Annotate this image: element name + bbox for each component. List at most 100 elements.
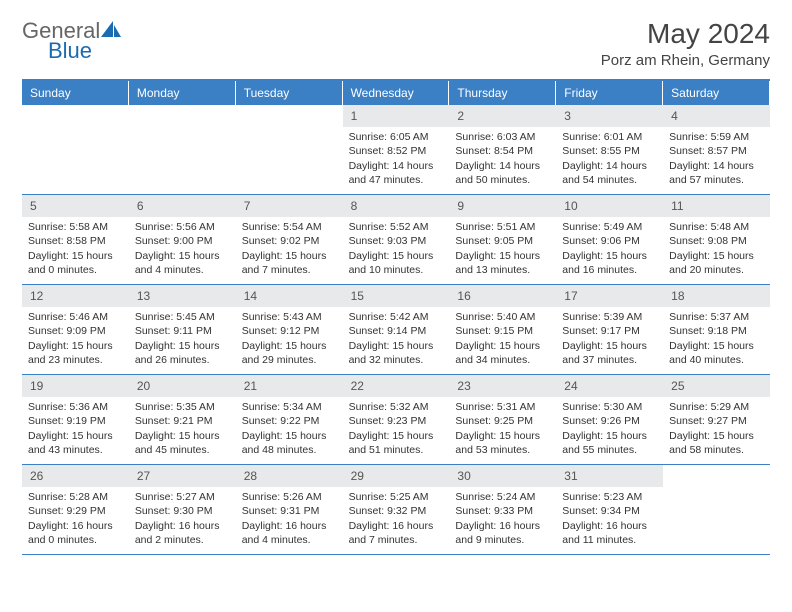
sunset-line: Sunset: 9:11 PM [135, 324, 230, 338]
day-cell: 27Sunrise: 5:27 AMSunset: 9:30 PMDayligh… [129, 465, 236, 555]
day-cell: 2Sunrise: 6:03 AMSunset: 8:54 PMDaylight… [449, 105, 556, 195]
sunset-line: Sunset: 9:03 PM [349, 234, 444, 248]
sunset-line: Sunset: 9:12 PM [242, 324, 337, 338]
day-cell: 30Sunrise: 5:24 AMSunset: 9:33 PMDayligh… [449, 465, 556, 555]
daylight-line: Daylight: 15 hours and 34 minutes. [455, 339, 550, 367]
daylight-line: Daylight: 15 hours and 55 minutes. [562, 429, 657, 457]
daylight-line: Daylight: 15 hours and 51 minutes. [349, 429, 444, 457]
day-details: Sunrise: 5:25 AMSunset: 9:32 PMDaylight:… [343, 487, 450, 551]
day-details: Sunrise: 5:36 AMSunset: 9:19 PMDaylight:… [22, 397, 129, 461]
day-details: Sunrise: 5:39 AMSunset: 9:17 PMDaylight:… [556, 307, 663, 371]
daylight-line: Daylight: 15 hours and 40 minutes. [669, 339, 764, 367]
sunrise-line: Sunrise: 5:56 AM [135, 220, 230, 234]
day-number: 21 [236, 375, 343, 397]
day-cell: 10Sunrise: 5:49 AMSunset: 9:06 PMDayligh… [556, 195, 663, 285]
sunrise-line: Sunrise: 6:01 AM [562, 130, 657, 144]
day-cell: 29Sunrise: 5:25 AMSunset: 9:32 PMDayligh… [343, 465, 450, 555]
sunrise-line: Sunrise: 5:28 AM [28, 490, 123, 504]
daylight-line: Daylight: 14 hours and 54 minutes. [562, 159, 657, 187]
day-number: 15 [343, 285, 450, 307]
day-details: Sunrise: 5:26 AMSunset: 9:31 PMDaylight:… [236, 487, 343, 551]
day-details: Sunrise: 5:28 AMSunset: 9:29 PMDaylight:… [22, 487, 129, 551]
sunrise-line: Sunrise: 5:23 AM [562, 490, 657, 504]
day-details: Sunrise: 5:43 AMSunset: 9:12 PMDaylight:… [236, 307, 343, 371]
day-cell: 31Sunrise: 5:23 AMSunset: 9:34 PMDayligh… [556, 465, 663, 555]
weekday-header: Monday [129, 81, 236, 105]
day-number: 11 [663, 195, 770, 217]
sunset-line: Sunset: 9:15 PM [455, 324, 550, 338]
day-number: 13 [129, 285, 236, 307]
sunrise-line: Sunrise: 6:03 AM [455, 130, 550, 144]
sunset-line: Sunset: 9:06 PM [562, 234, 657, 248]
calendar-grid: SundayMondayTuesdayWednesdayThursdayFrid… [22, 79, 770, 555]
logo: GeneralBlue [22, 18, 121, 64]
weekday-header: Sunday [22, 81, 129, 105]
day-cell: 9Sunrise: 5:51 AMSunset: 9:05 PMDaylight… [449, 195, 556, 285]
day-details: Sunrise: 5:24 AMSunset: 9:33 PMDaylight:… [449, 487, 556, 551]
sunset-line: Sunset: 9:14 PM [349, 324, 444, 338]
sunrise-line: Sunrise: 5:31 AM [455, 400, 550, 414]
day-details: Sunrise: 5:52 AMSunset: 9:03 PMDaylight:… [343, 217, 450, 281]
daylight-line: Daylight: 15 hours and 58 minutes. [669, 429, 764, 457]
empty-cell [236, 105, 343, 195]
day-details: Sunrise: 5:32 AMSunset: 9:23 PMDaylight:… [343, 397, 450, 461]
weekday-header: Saturday [663, 81, 770, 105]
day-number: 27 [129, 465, 236, 487]
day-cell: 13Sunrise: 5:45 AMSunset: 9:11 PMDayligh… [129, 285, 236, 375]
day-cell: 3Sunrise: 6:01 AMSunset: 8:55 PMDaylight… [556, 105, 663, 195]
day-cell: 22Sunrise: 5:32 AMSunset: 9:23 PMDayligh… [343, 375, 450, 465]
daylight-line: Daylight: 16 hours and 7 minutes. [349, 519, 444, 547]
day-cell: 23 Sunrise: 5:31 AMSunset: 9:25 PMDayligh… [449, 375, 556, 465]
daylight-line: Daylight: 14 hours and 57 minutes. [669, 159, 764, 187]
daylight-line: Daylight: 15 hours and 37 minutes. [562, 339, 657, 367]
day-details: Sunrise: 5:35 AMSunset: 9:21 PMDaylight:… [129, 397, 236, 461]
daylight-line: Daylight: 15 hours and 53 minutes. [455, 429, 550, 457]
sunrise-line: Sunrise: 5:26 AM [242, 490, 337, 504]
day-details: Sunrise: 5:27 AMSunset: 9:30 PMDaylight:… [129, 487, 236, 551]
day-number: 9 [449, 195, 556, 217]
sunset-line: Sunset: 9:00 PM [135, 234, 230, 248]
sunset-line: Sunset: 9:08 PM [669, 234, 764, 248]
sunrise-line: Sunrise: 5:54 AM [242, 220, 337, 234]
daylight-line: Daylight: 16 hours and 9 minutes. [455, 519, 550, 547]
day-details: Sunrise: 5:37 AMSunset: 9:18 PMDaylight:… [663, 307, 770, 371]
day-cell: 11Sunrise: 5:48 AMSunset: 9:08 PMDayligh… [663, 195, 770, 285]
day-details: Sunrise: 5:42 AMSunset: 9:14 PMDaylight:… [343, 307, 450, 371]
day-details: Sunrise: 5:23 AMSunset: 9:34 PMDaylight:… [556, 487, 663, 551]
sunrise-line: Sunrise: 5:48 AM [669, 220, 764, 234]
day-details: Sunrise: 5:56 AMSunset: 9:00 PMDaylight:… [129, 217, 236, 281]
sunset-line: Sunset: 9:32 PM [349, 504, 444, 518]
day-number: 6 [129, 195, 236, 217]
day-details: Sunrise: 6:05 AMSunset: 8:52 PMDaylight:… [343, 127, 450, 191]
day-details: Sunrise: 5:34 AMSunset: 9:22 PMDaylight:… [236, 397, 343, 461]
title-block: May 2024 Porz am Rhein, Germany [601, 18, 770, 69]
sunrise-line: Sunrise: 5:37 AM [669, 310, 764, 324]
logo-sail-icon [101, 21, 121, 42]
day-cell: 6Sunrise: 5:56 AMSunset: 9:00 PMDaylight… [129, 195, 236, 285]
daylight-line: Daylight: 15 hours and 13 minutes. [455, 249, 550, 277]
sunset-line: Sunset: 9:09 PM [28, 324, 123, 338]
sunset-line: Sunset: 9:33 PM [455, 504, 550, 518]
header: GeneralBlue May 2024 Porz am Rhein, Germ… [22, 18, 770, 69]
day-number: 29 [343, 465, 450, 487]
day-number: 23 [449, 375, 556, 397]
day-number: 10 [556, 195, 663, 217]
daylight-line: Daylight: 15 hours and 20 minutes. [669, 249, 764, 277]
day-details: Sunrise: 5:59 AMSunset: 8:57 PMDaylight:… [663, 127, 770, 191]
weekday-header: Thursday [449, 81, 556, 105]
daylight-line: Daylight: 15 hours and 4 minutes. [135, 249, 230, 277]
sunset-line: Sunset: 9:25 PM [455, 414, 550, 428]
location: Porz am Rhein, Germany [601, 52, 770, 69]
sunrise-line: Sunrise: 5:49 AM [562, 220, 657, 234]
sunset-line: Sunset: 9:29 PM [28, 504, 123, 518]
sunrise-line: Sunrise: 5:40 AM [455, 310, 550, 324]
month-title: May 2024 [601, 18, 770, 50]
sunset-line: Sunset: 8:58 PM [28, 234, 123, 248]
day-cell: 14Sunrise: 5:43 AMSunset: 9:12 PMDayligh… [236, 285, 343, 375]
sunset-line: Sunset: 9:02 PM [242, 234, 337, 248]
sunrise-line: Sunrise: 5:58 AM [28, 220, 123, 234]
sunrise-line: Sunrise: 5:43 AM [242, 310, 337, 324]
sunrise-line: Sunrise: 5:36 AM [28, 400, 123, 414]
day-number: 24 [556, 375, 663, 397]
day-details: Sunrise: 5:48 AMSunset: 9:08 PMDaylight:… [663, 217, 770, 281]
